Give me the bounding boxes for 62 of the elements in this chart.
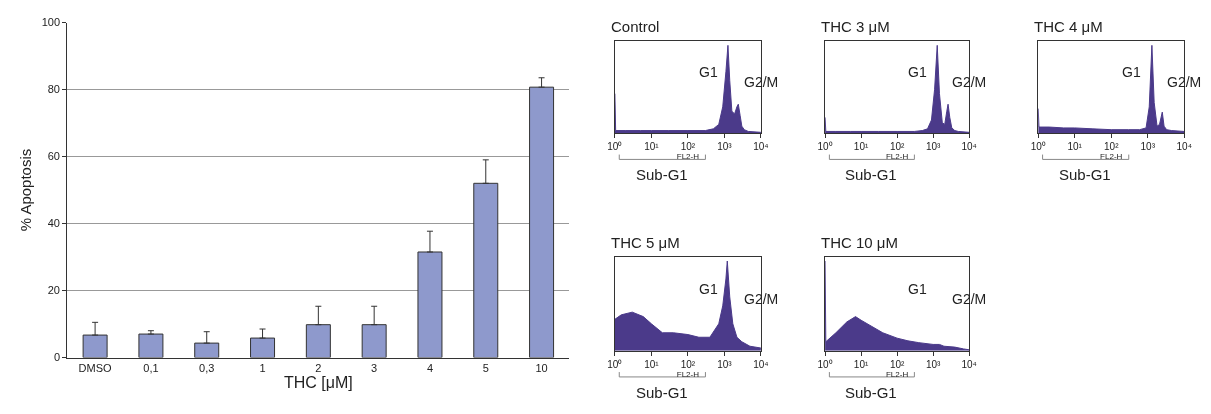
y-tick-label: 60: [47, 150, 61, 163]
x-tick-label: 5: [482, 361, 489, 374]
chart-title: Control: [611, 18, 660, 35]
annotation: G1: [1122, 64, 1141, 80]
x-tick-label: 10²: [889, 141, 905, 153]
chart-title: THC 10 μM: [821, 234, 898, 251]
x-tick-label: 10³: [717, 358, 733, 370]
x-tick-label: 10⁴: [753, 141, 769, 153]
y-axis-title: % Apoptosis: [16, 148, 34, 232]
chart-title: THC 3 μM: [821, 18, 890, 35]
x-tick-label: 10¹: [644, 358, 660, 370]
x-tick-label: 10³: [925, 141, 942, 153]
chart-title: THC 5 μM: [611, 234, 680, 251]
x-tick-label: 10⁴: [961, 358, 977, 370]
x-tick-label: 10³: [1140, 141, 1156, 153]
x-tick-label: 10²: [680, 358, 696, 370]
x-tick-label: 0,3: [199, 361, 215, 374]
x-tick-label: 4: [426, 361, 434, 374]
x-tick-label: 10²: [1104, 141, 1120, 153]
x-axis-title: FL2-H: [676, 369, 700, 379]
x-tick-label: 10: [535, 361, 548, 374]
x-tick-label: 10¹: [644, 141, 660, 153]
x-tick-label: 10⁰: [607, 141, 623, 153]
x-tick-label: 10¹: [853, 141, 869, 153]
x-tick-label: 10¹: [1067, 141, 1083, 153]
annotation: G1: [908, 281, 927, 297]
x-tick-label: 10³: [717, 141, 733, 153]
x-axis-title: FL2-H: [885, 152, 909, 162]
x-axis-title: THC [μM]: [283, 374, 353, 392]
annotation: G1: [908, 64, 927, 80]
chart-title: THC 4 μM: [1034, 18, 1103, 35]
x-tick-label: 10⁰: [607, 358, 623, 370]
x-tick-label: 2: [315, 361, 322, 374]
y-tick-label: 20: [47, 284, 61, 297]
text: Sub-G1: [636, 166, 688, 183]
text: Sub-G1: [845, 384, 897, 401]
text: Sub-G1: [636, 384, 688, 401]
y-tick-label: 80: [47, 83, 61, 96]
annotation: G1: [699, 64, 718, 80]
x-tick-label: 10⁰: [817, 358, 833, 370]
x-tick-label: 10⁰: [817, 141, 833, 153]
y-tick-label: 0: [53, 351, 61, 364]
x-tick-label: 3: [371, 361, 378, 374]
text: Sub-G1: [845, 166, 897, 183]
x-tick-label: 10⁴: [1176, 141, 1192, 153]
x-tick-label: 0,1: [143, 361, 159, 374]
x-tick-label: 10⁴: [961, 141, 977, 153]
x-tick-label: 10²: [680, 141, 696, 153]
x-tick-label: 1: [259, 361, 266, 374]
x-tick-label: DMSO: [78, 361, 113, 374]
x-tick-label: 10³: [925, 358, 942, 370]
text: Sub-G1: [1059, 166, 1111, 183]
x-tick-label: 10⁰: [1030, 141, 1046, 153]
x-axis-title: FL2-H: [1100, 152, 1123, 162]
y-tick-label: 40: [47, 217, 61, 230]
x-tick-label: 10⁴: [753, 358, 769, 370]
x-tick-label: 10²: [889, 358, 905, 370]
x-axis-title: FL2-H: [676, 152, 700, 162]
x-axis-title: FL2-H: [885, 369, 909, 379]
annotation: G1: [699, 281, 718, 297]
x-tick-label: 10¹: [853, 358, 869, 370]
y-tick-label: 100: [41, 16, 61, 29]
